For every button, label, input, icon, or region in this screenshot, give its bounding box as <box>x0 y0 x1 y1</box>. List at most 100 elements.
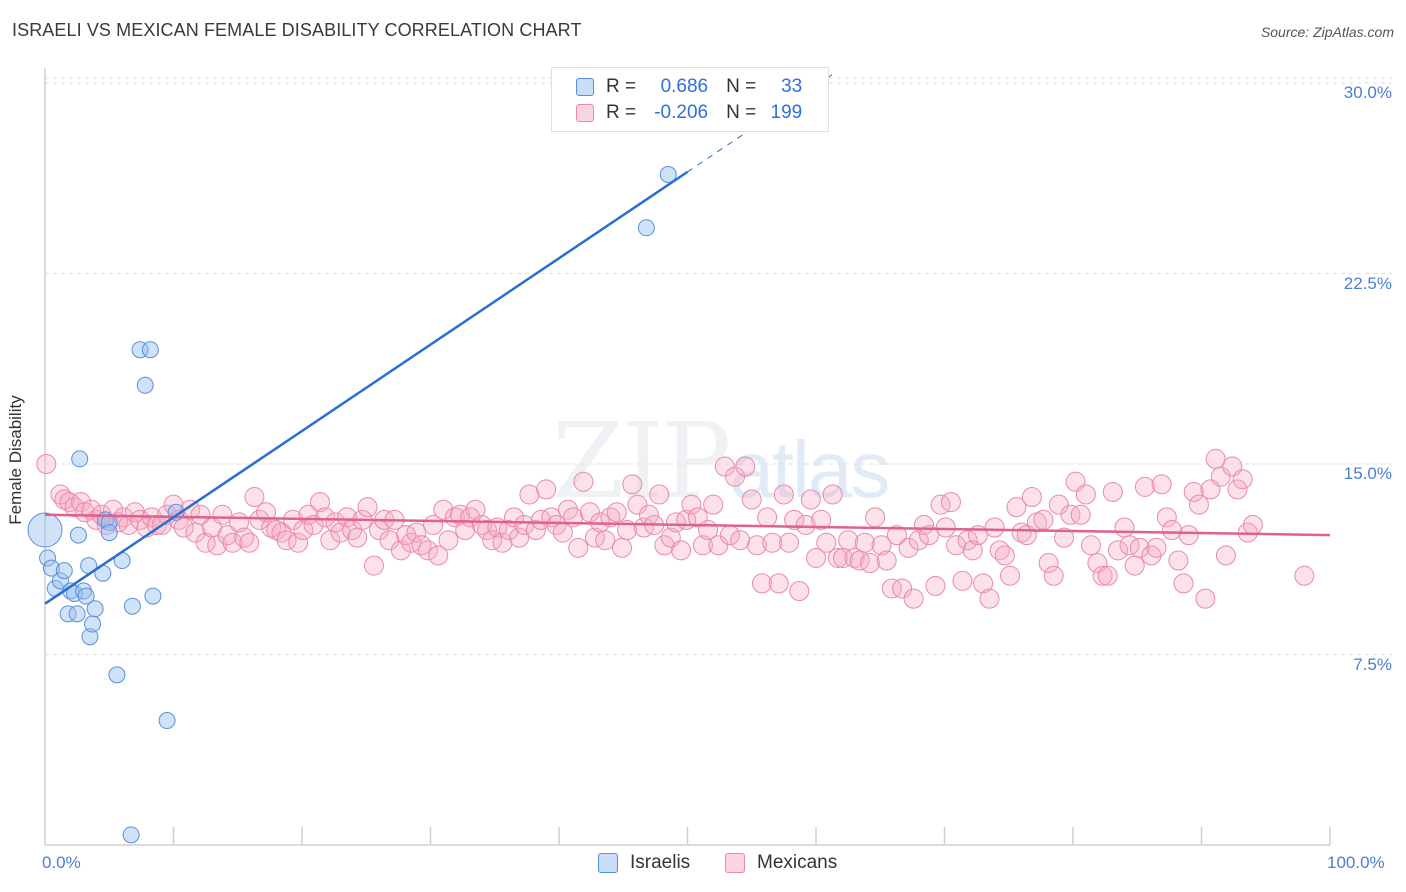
mexicans-point <box>1195 588 1216 609</box>
mexicans-point <box>1124 555 1145 576</box>
mexicans-point <box>1227 479 1248 500</box>
mexicans-point <box>1129 537 1150 558</box>
legend-r-label: R = <box>606 102 637 123</box>
mexicans-point <box>525 520 546 541</box>
mexicans-point <box>207 535 228 556</box>
mexicans-point <box>789 581 810 601</box>
mexicans-point <box>994 545 1015 566</box>
mexicans-point <box>428 545 449 566</box>
mexicans-point <box>919 525 940 546</box>
mexicans-point <box>816 532 837 553</box>
israelis-point <box>100 513 118 531</box>
mexicans-point <box>1156 507 1177 528</box>
mexicans-point <box>762 532 783 553</box>
mexicans-point <box>606 502 627 523</box>
mexicans-point <box>1075 484 1096 505</box>
series-legend-israelis: Israelis <box>598 852 690 874</box>
mexicans-point <box>390 540 411 561</box>
legend-r-label: R = <box>606 76 637 97</box>
mexicans-point <box>1215 545 1236 566</box>
legend-swatch-mexicans <box>576 104 594 122</box>
mexicans-point <box>509 527 530 548</box>
israelis-point <box>59 605 77 623</box>
legend-r-value: -0.206 <box>654 102 709 123</box>
watermark: ZIPatlas <box>552 400 890 522</box>
mexicans-point <box>735 456 756 477</box>
legend-row-mexicans: R = -0.206 N = 199 <box>576 101 802 125</box>
mexicans-point <box>822 484 843 505</box>
mexicans-point <box>514 514 535 535</box>
israelis-point <box>77 587 95 605</box>
mexicans-point <box>779 532 800 553</box>
mexicans-point <box>288 532 309 553</box>
mexicans-point <box>1054 527 1075 548</box>
mexicans-point <box>714 456 735 477</box>
mexicans-point <box>692 535 713 556</box>
mexicans-point <box>309 492 330 513</box>
mexicans-point <box>898 537 919 558</box>
israelis-point <box>108 666 126 684</box>
mexicans-point <box>1107 540 1128 561</box>
mexicans-point <box>886 525 907 546</box>
mexicans-point <box>795 514 816 535</box>
y-axis-label: Female Disability <box>6 395 25 525</box>
mexicans-point <box>671 540 692 561</box>
source-credit: Source: ZipAtlas.com <box>1260 24 1394 40</box>
series-label-israelis: Israelis <box>630 852 691 873</box>
mexicans-point <box>962 540 983 561</box>
mexicans-point <box>363 555 384 576</box>
series-swatch-israelis <box>598 853 618 873</box>
legend-swatch-israelis <box>576 78 594 96</box>
mexicans-point <box>627 494 648 515</box>
legend-n-value: 199 <box>770 102 803 123</box>
mexicans-point <box>1146 537 1167 558</box>
mexicans-point <box>244 487 265 508</box>
mexicans-point <box>773 484 794 505</box>
mexicans-point <box>838 530 859 551</box>
mexicans-point <box>984 517 1005 538</box>
mexicans-point <box>1038 553 1059 574</box>
mexicans-point <box>595 530 616 551</box>
israelis-point <box>659 165 677 183</box>
series-label-mexicans: Mexicans <box>757 852 838 873</box>
mexicans-point <box>725 466 746 487</box>
series-swatch-mexicans <box>725 853 745 873</box>
mexicans-point <box>925 575 946 596</box>
mexicans-point <box>871 535 892 556</box>
series-legend-mexicans: Mexicans <box>725 852 837 874</box>
mexicans-point <box>568 537 589 558</box>
mexicans-point <box>212 504 233 525</box>
mexicans-point <box>844 547 865 568</box>
mexicans-point <box>433 499 454 520</box>
mexicans-point <box>266 520 287 541</box>
mexicans-point <box>222 532 243 553</box>
mexicans-point <box>519 484 540 505</box>
mexicans-point <box>315 507 336 528</box>
mexicans-point <box>1043 565 1064 586</box>
mexicans-point <box>908 530 929 551</box>
legend-n-value: 33 <box>781 76 803 97</box>
mexicans-point <box>438 530 459 551</box>
mexicans-point <box>1097 565 1118 586</box>
legend-row-israelis: R = 0.686 N = 33 <box>576 75 802 99</box>
mexicans-point <box>903 588 924 609</box>
mexicans-point <box>1178 525 1199 546</box>
israelis-point <box>131 341 149 359</box>
mexicans-point <box>536 479 557 500</box>
mexicans-point <box>881 578 902 599</box>
watermark-atlas: atlas <box>729 425 890 514</box>
mexicans-point <box>1033 509 1054 530</box>
mexicans-point <box>1188 494 1209 515</box>
mexicans-point <box>957 530 978 551</box>
mexicans-point <box>859 553 880 574</box>
mexicans-point <box>1232 469 1253 490</box>
mexicans-point <box>1294 565 1315 586</box>
y-tick-label: 7.5% <box>1353 654 1392 674</box>
legend-n-label: N = <box>726 102 757 123</box>
mexicans-point <box>1092 565 1113 586</box>
mexicans-point <box>573 471 594 492</box>
y-tick-label: 22.5% <box>1343 273 1392 293</box>
mexicans-point <box>180 499 201 520</box>
israelis-point <box>69 526 87 544</box>
israelis-point <box>136 376 154 394</box>
